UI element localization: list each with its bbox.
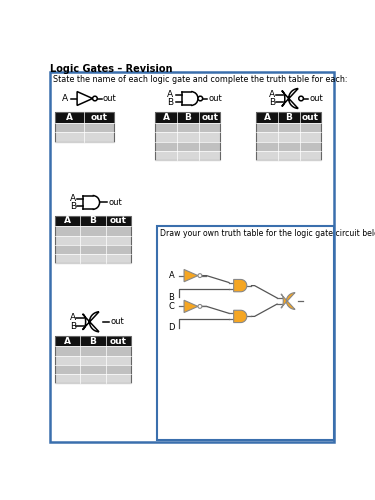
Bar	[55, 365, 131, 374]
Text: out: out	[90, 114, 107, 122]
Circle shape	[198, 304, 202, 308]
Polygon shape	[83, 196, 100, 209]
Bar	[256, 112, 321, 123]
Text: B: B	[167, 98, 173, 107]
Bar	[55, 216, 131, 264]
Bar	[55, 226, 131, 235]
Text: B: B	[70, 322, 76, 330]
Text: A: A	[269, 90, 275, 99]
Text: Draw your own truth table for the logic gate circuit below:: Draw your own truth table for the logic …	[160, 228, 375, 237]
Text: Logic Gates – Revision: Logic Gates – Revision	[50, 64, 172, 74]
Text: B: B	[90, 336, 96, 345]
Bar	[256, 132, 321, 141]
Polygon shape	[77, 92, 93, 106]
Polygon shape	[282, 88, 298, 108]
Text: B: B	[70, 202, 76, 211]
Text: out: out	[209, 94, 223, 103]
Text: out: out	[109, 198, 123, 207]
Bar	[55, 216, 131, 226]
Text: A: A	[64, 336, 71, 345]
Polygon shape	[82, 312, 99, 332]
Text: out: out	[103, 94, 116, 103]
Polygon shape	[281, 292, 295, 310]
Bar	[256, 123, 321, 132]
Text: A: A	[70, 313, 76, 322]
Bar	[256, 112, 321, 160]
Text: A: A	[62, 94, 69, 103]
Polygon shape	[234, 310, 247, 322]
Text: C: C	[168, 302, 174, 311]
Polygon shape	[184, 300, 198, 312]
Bar	[55, 112, 114, 123]
Bar	[155, 112, 220, 123]
Text: B: B	[184, 114, 191, 122]
Circle shape	[299, 96, 303, 101]
Bar	[155, 142, 220, 151]
Bar	[55, 254, 131, 264]
Text: B: B	[168, 292, 174, 302]
Bar	[155, 132, 220, 141]
Bar	[55, 245, 131, 254]
Bar	[55, 346, 131, 356]
Text: B: B	[269, 98, 275, 107]
Bar	[55, 132, 114, 141]
Bar	[256, 142, 321, 151]
Text: out: out	[302, 114, 319, 122]
Polygon shape	[184, 270, 198, 282]
Text: D: D	[168, 324, 175, 332]
Bar	[155, 112, 220, 160]
Text: out: out	[110, 336, 127, 345]
Text: out: out	[201, 114, 218, 122]
Text: State the name of each logic gate and complete the truth table for each:: State the name of each logic gate and co…	[53, 76, 348, 84]
Text: A: A	[163, 114, 170, 122]
Bar	[55, 336, 131, 384]
Bar	[55, 374, 131, 384]
Circle shape	[198, 96, 202, 101]
Text: out: out	[110, 216, 127, 226]
Text: A: A	[168, 271, 174, 280]
Bar	[55, 112, 114, 142]
Bar	[256, 151, 321, 160]
Text: A: A	[264, 114, 270, 122]
Circle shape	[198, 274, 202, 278]
Bar	[157, 226, 334, 440]
Bar	[55, 336, 131, 346]
Polygon shape	[234, 280, 247, 292]
Text: A: A	[167, 90, 173, 99]
Text: A: A	[70, 194, 76, 202]
Text: A: A	[64, 216, 71, 226]
Bar	[55, 236, 131, 245]
Text: out: out	[310, 94, 323, 103]
Circle shape	[93, 96, 97, 101]
Bar	[55, 123, 114, 132]
Bar	[155, 123, 220, 132]
Text: B: B	[285, 114, 292, 122]
Text: out: out	[110, 318, 124, 326]
Text: B: B	[90, 216, 96, 226]
Bar	[55, 356, 131, 365]
Bar	[155, 151, 220, 160]
Text: A: A	[66, 114, 73, 122]
Polygon shape	[182, 92, 198, 106]
